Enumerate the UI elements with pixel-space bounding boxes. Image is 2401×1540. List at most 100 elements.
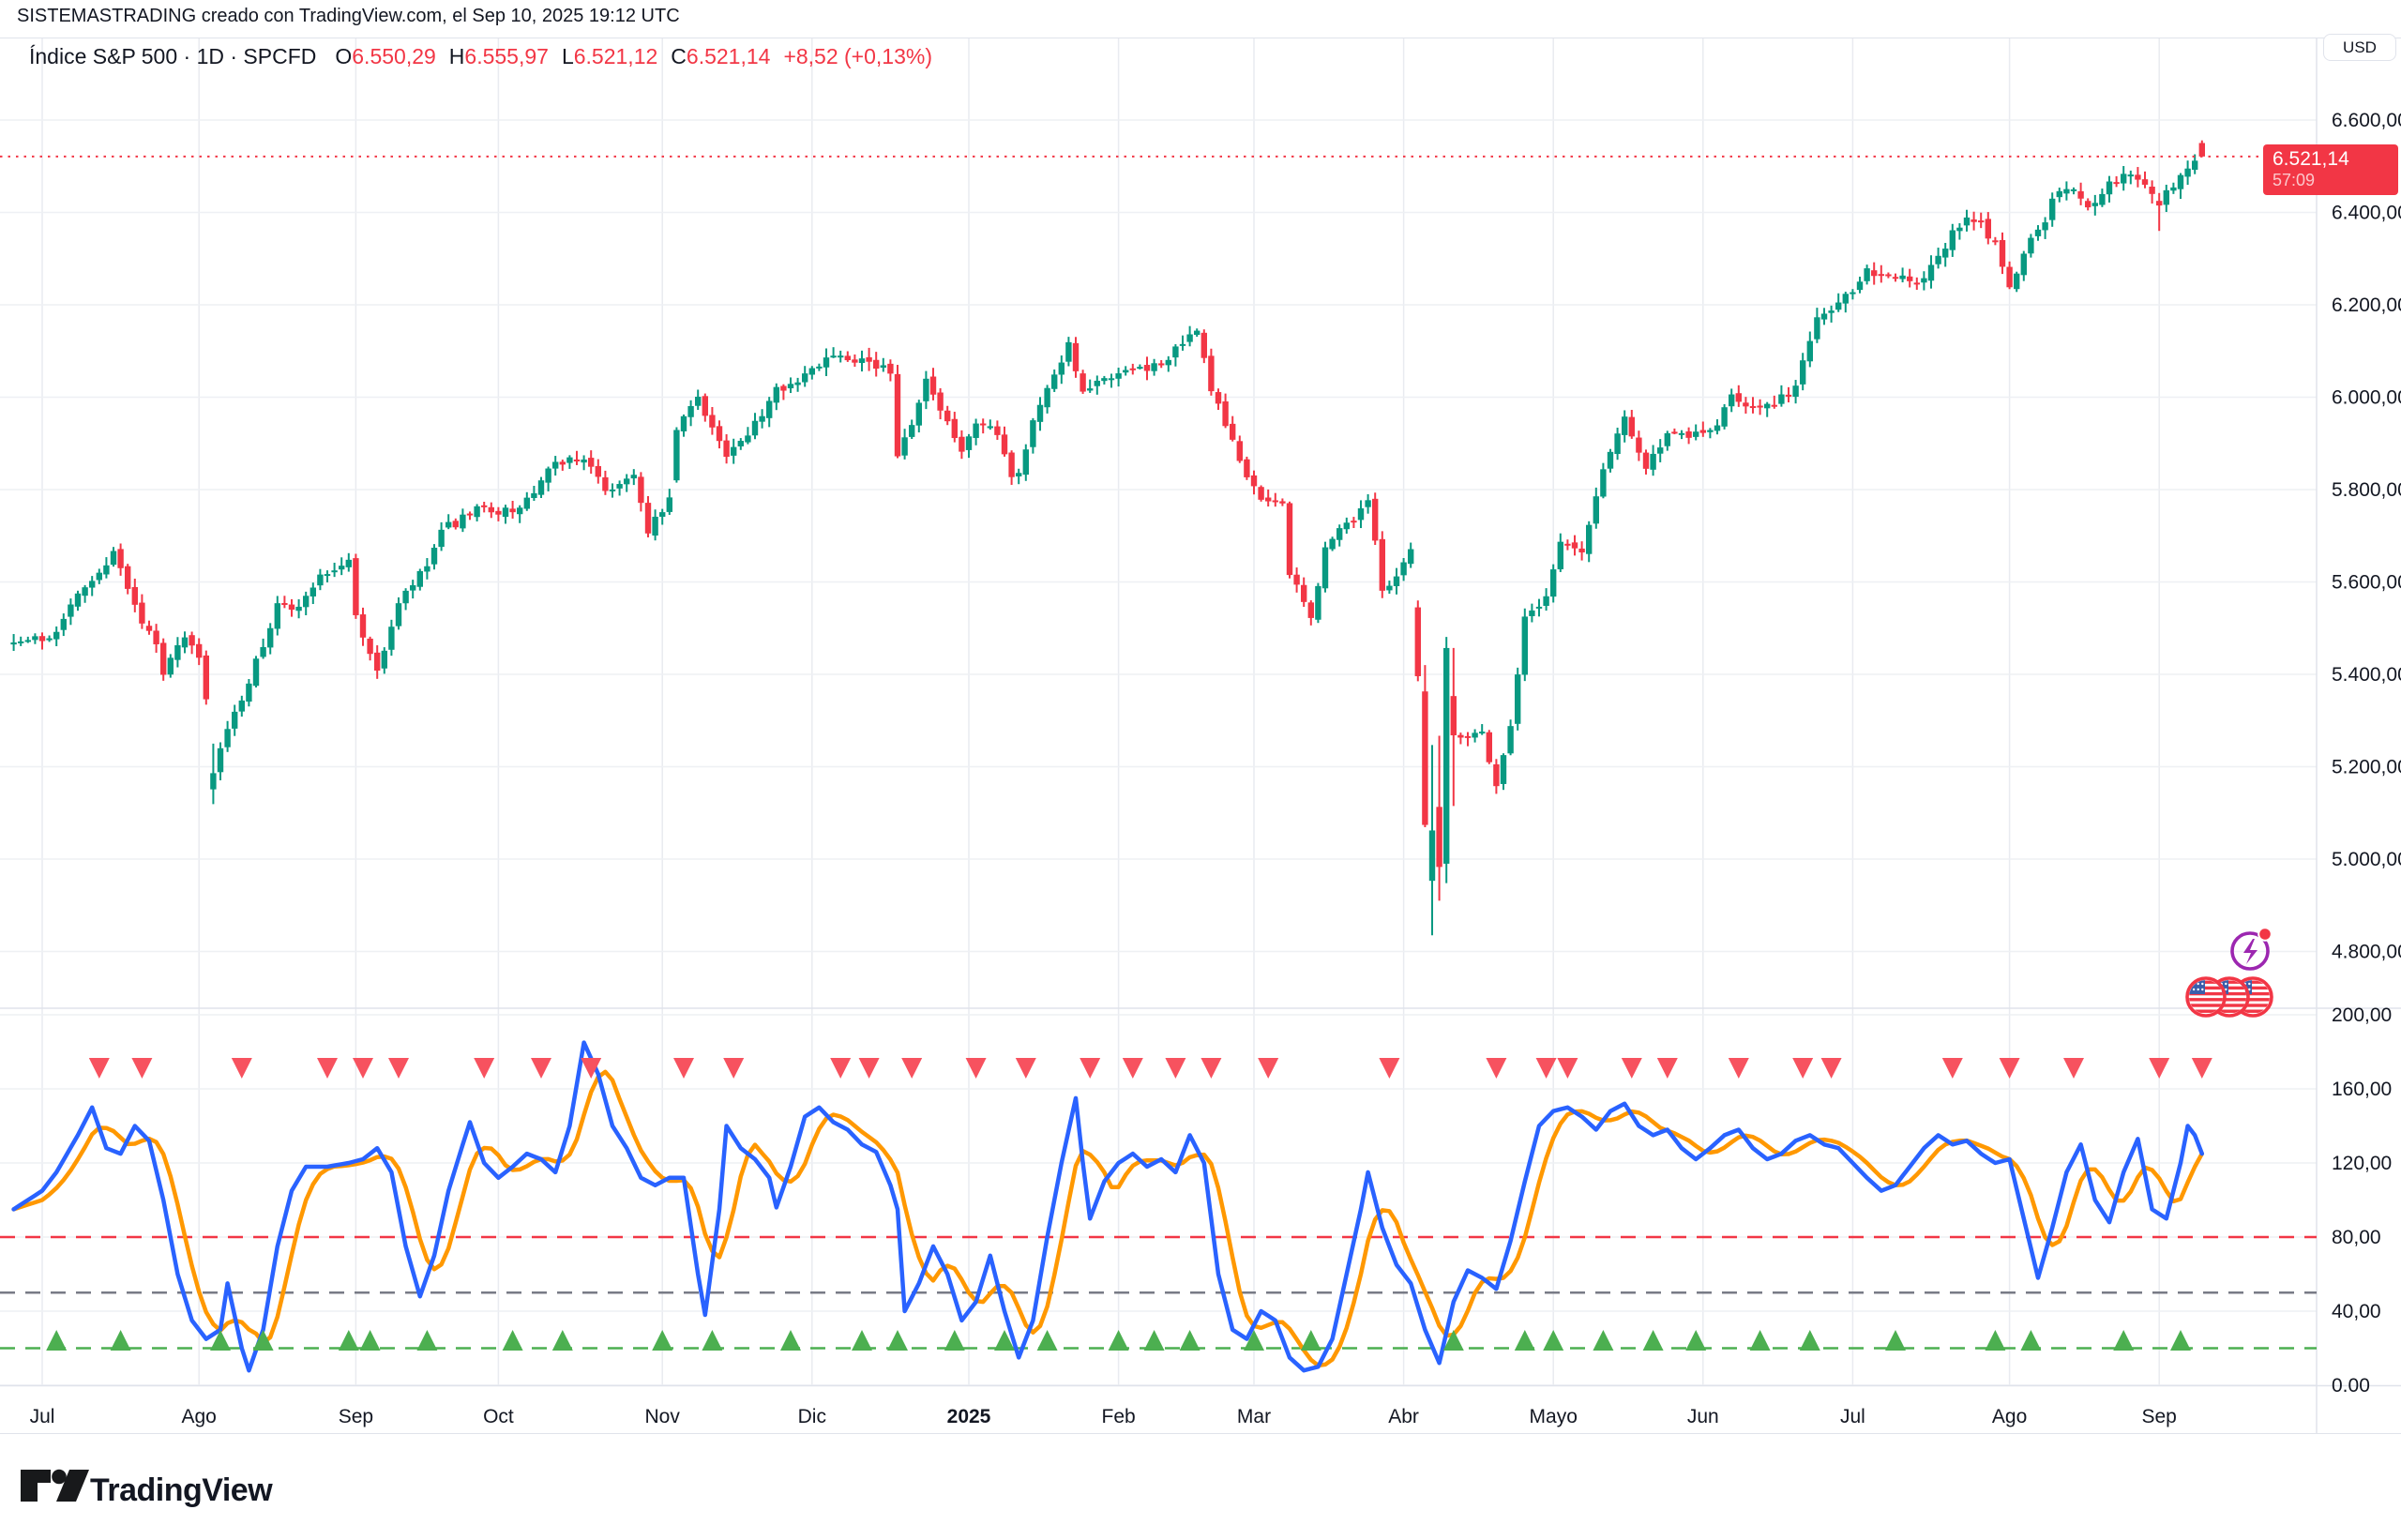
candle-body [1129,368,1136,370]
candle-body [1030,420,1036,447]
candle-body [929,376,937,395]
candle-body [1443,647,1450,864]
candle-body [1336,528,1343,540]
candle-body [1351,521,1357,523]
buy-marker [1108,1330,1129,1351]
candle-body [1215,392,1222,404]
candle-body [267,627,274,648]
candle-body [1222,401,1229,427]
candle-body [581,459,587,463]
candle-body [1543,596,1549,606]
candle-body [1529,610,1535,616]
sell-marker [1621,1058,1642,1079]
candle-body [103,565,110,575]
candle-body [1087,388,1094,391]
price-tick-label: 6.400,00 [2332,203,2401,224]
sell-marker [1656,1058,1678,1079]
symbol-title[interactable]: Índice S&P 500 · 1D · SPCFD [29,44,317,68]
buy-marker [887,1330,908,1351]
candle-body [959,436,965,452]
candle-body [410,585,416,591]
sell-marker [131,1058,153,1079]
candle-body [260,646,266,657]
candle-body [10,642,17,645]
candle-body [1158,363,1165,366]
candle-body [2085,201,2091,208]
candle-body [2091,203,2098,206]
candle-body [1343,522,1350,530]
candle-body [1707,430,1714,432]
candle-body [1956,227,1963,232]
sell-marker [353,1058,373,1079]
candle-body [737,441,744,446]
candle-body [965,436,973,450]
candle-body [145,626,153,631]
candle-body [18,641,24,643]
candle-body [60,618,67,630]
candle-body [303,596,310,608]
candle-body [381,650,387,669]
candle-body [1450,696,1457,736]
candle-body [1400,562,1407,576]
candle-body [680,415,687,431]
buy-marker [1244,1330,1264,1351]
us-flag-coins-icon[interactable] [2185,976,2273,1018]
sell-marker [830,1058,852,1079]
time-tick-label: Mayo [1530,1406,1578,1427]
flash-events-icon[interactable] [2230,927,2273,971]
candle-body [1856,281,1864,291]
candle-body [1835,302,1842,310]
price-tick-label: 6.200,00 [2332,294,2401,316]
ohlc-open: O6.550,29 [335,44,436,68]
osc-tick-label: 160,00 [2332,1079,2392,1100]
buy-marker [652,1330,673,1351]
candle-body [609,489,616,491]
candle-body [2184,168,2191,177]
osc-tick-label: 200,00 [2332,1004,2392,1026]
candle-body [666,497,672,512]
candle-body [1080,373,1086,392]
buy-marker [252,1330,274,1351]
candle-body [973,423,979,438]
candle-body [1749,406,1757,409]
candle-body [802,373,808,383]
buy-marker [46,1330,68,1351]
tradingview-logo-text[interactable]: TradingView [90,1472,274,1508]
candle-body [944,410,951,422]
sell-marker [1557,1058,1578,1079]
candle-body [1685,430,1692,438]
candle-body [310,587,316,596]
candle-body [2127,174,2134,177]
osc-tick-label: 0.00 [2332,1375,2370,1397]
candle-body [1258,487,1264,500]
candle-body [32,636,38,641]
candle-body [345,559,352,567]
candle-body [281,603,288,606]
candle-body [474,506,480,518]
candle-body [1935,255,1941,264]
candle-body [2006,266,2013,288]
candle-body [1486,732,1492,762]
candle-body [1757,405,1763,408]
currency-toggle-button[interactable]: USD [2323,34,2396,61]
candle-body [160,642,167,675]
buy-marker [338,1330,359,1351]
candle-body [1927,264,1935,281]
candle-body [1800,360,1806,385]
candle-body [488,506,494,513]
candle-body [858,358,866,364]
time-tick-label: Ago [182,1406,217,1427]
candle-body [880,365,886,368]
candle-body [937,392,944,411]
candle-body [1044,387,1050,408]
candle-body [1586,524,1593,554]
candle-body [1535,606,1543,609]
candle-body [1971,219,1977,222]
buy-marker [944,1330,965,1351]
buy-marker [1179,1330,1200,1351]
candle-body [24,640,31,642]
candle-body [274,603,280,629]
candle-body [838,355,844,358]
candle-body [2141,179,2149,185]
